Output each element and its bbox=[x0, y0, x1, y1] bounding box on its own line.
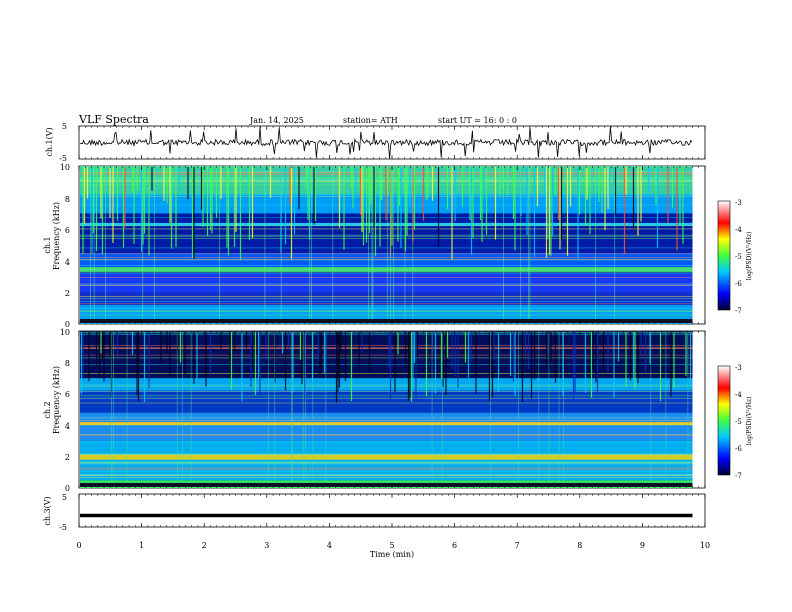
ch1-freq-tick-10: 10 bbox=[60, 163, 70, 172]
x-tick-label: 2 bbox=[202, 541, 207, 550]
x-tick-label: 0 bbox=[76, 541, 81, 550]
ch3-ytick-bottom: -5 bbox=[59, 523, 67, 532]
ch1-freq-tick-0: 0 bbox=[65, 320, 70, 329]
ch3-waveform-panel: 5 -5 ch.3(V) bbox=[43, 493, 706, 532]
ch2-freq-tick-2: 2 bbox=[65, 453, 70, 462]
x-tick-label: 3 bbox=[264, 541, 269, 550]
spectrogram-band bbox=[80, 267, 693, 272]
ch2-spectrogram-panel: 10 8 6 4 2 0 ch.2 Frequency (kHz) bbox=[43, 328, 706, 493]
ch2-freq-ylabel: Frequency (kHz) bbox=[52, 366, 61, 434]
cb1-label: log(PSD)(V²/Hz) bbox=[746, 232, 753, 281]
ch2-freq-tick-0: 0 bbox=[65, 484, 70, 493]
ch2-colorbar: -3 -4 -5 -6 -7 log(PSD)(V²/Hz) bbox=[717, 364, 753, 480]
cb1-tick-4: -4 bbox=[735, 226, 742, 234]
ch2-freq-tick-8: 8 bbox=[65, 359, 70, 368]
spectrogram-band bbox=[80, 440, 693, 481]
ch1-freq-tick-8: 8 bbox=[65, 195, 70, 204]
ch1-freq-tick-4: 4 bbox=[65, 258, 70, 267]
ch1-waveform-line bbox=[79, 126, 693, 159]
ch1-ylabel: ch.1(V) bbox=[45, 127, 54, 156]
ch2-freq-tick-6: 6 bbox=[65, 390, 70, 399]
cb1-tick-7: -7 bbox=[735, 307, 742, 315]
cb1-tick-6: -6 bbox=[735, 280, 742, 288]
cb2-tick-4: -4 bbox=[735, 391, 742, 399]
spectrogram-band bbox=[80, 378, 693, 391]
figure-title: VLF Spectra bbox=[78, 113, 149, 126]
ch1-freq-tick-2: 2 bbox=[65, 289, 70, 298]
ch2-spectrogram-image bbox=[80, 331, 693, 489]
ch1-spectrogram-image bbox=[80, 166, 693, 324]
spectrogram-band bbox=[80, 331, 693, 379]
start-time-label: start UT = 16: 0 : 0 bbox=[438, 116, 517, 125]
ch2-channel-label: ch.2 bbox=[43, 401, 52, 418]
ch1-ytick-bottom: -5 bbox=[59, 154, 67, 163]
spectrogram-bottom-strip bbox=[80, 483, 693, 487]
axis-ticks bbox=[78, 126, 706, 527]
x-tick-label: 9 bbox=[640, 541, 645, 550]
ch1-ytick-top: 5 bbox=[62, 122, 67, 131]
ch1-spectrogram-panel: 10 8 6 4 2 0 ch.1 Frequency (kHz) bbox=[43, 163, 706, 329]
cb1-tick-5: -5 bbox=[735, 253, 742, 261]
ch1-channel-label: ch.1 bbox=[43, 236, 52, 253]
x-tick-label: 10 bbox=[700, 541, 710, 550]
spectrogram-band bbox=[80, 273, 693, 293]
x-tick-label: 6 bbox=[452, 541, 457, 550]
x-tick-label: 1 bbox=[139, 541, 144, 550]
cb2-tick-5: -5 bbox=[735, 418, 742, 426]
cb2-tick-3: -3 bbox=[735, 364, 742, 372]
ch1-waveform-panel: 5 -5 ch.1(V) bbox=[45, 122, 706, 163]
x-tick-label: 7 bbox=[515, 541, 520, 550]
x-tick-label: 4 bbox=[327, 541, 332, 550]
cb2-tick-6: -6 bbox=[735, 445, 742, 453]
ch2-freq-tick-4: 4 bbox=[65, 422, 70, 431]
spectrogram-band bbox=[80, 222, 693, 227]
spectrogram-bottom-strip bbox=[80, 319, 693, 323]
spectrogram-band bbox=[80, 412, 693, 441]
spectrogram-band bbox=[80, 390, 693, 413]
date-label: Jan. 14, 2025 bbox=[249, 116, 304, 125]
x-tick-label: 8 bbox=[577, 541, 582, 550]
ch1-freq-tick-6: 6 bbox=[65, 226, 70, 235]
ch3-ytick-top: 5 bbox=[62, 493, 67, 502]
spectrogram-band bbox=[80, 422, 693, 426]
spectrogram-band bbox=[80, 455, 693, 460]
cb2-label: log(PSD)(V²/Hz) bbox=[746, 397, 753, 446]
ch2-freq-tick-10: 10 bbox=[60, 328, 70, 337]
x-tick-label: 5 bbox=[389, 541, 394, 550]
x-axis-label: Time (min) bbox=[370, 550, 414, 559]
cb1-tick-3: -3 bbox=[735, 199, 742, 207]
station-label: station= ATH bbox=[343, 116, 398, 125]
cb2-tick-7: -7 bbox=[735, 472, 742, 480]
ch3-ylabel: ch.3(V) bbox=[43, 496, 52, 525]
ch1-freq-ylabel: Frequency (kHz) bbox=[52, 202, 61, 270]
x-tick-labels: 0 1 2 3 4 5 6 7 8 9 10 bbox=[76, 541, 710, 550]
ch1-colorbar: -3 -4 -5 -6 -7 log(PSD)(V²/Hz) bbox=[717, 199, 753, 315]
